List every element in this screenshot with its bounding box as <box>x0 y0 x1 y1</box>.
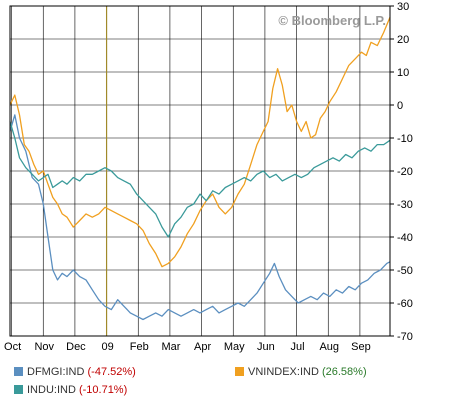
x-tick-label: Dec <box>66 341 86 353</box>
plot-frame <box>9 5 391 337</box>
y-tick-label: 20 <box>397 34 409 46</box>
legend-swatch-vnindex <box>235 367 244 376</box>
legend-label-dfmgi: DFMGI:IND <box>27 366 85 378</box>
y-tick-label: -20 <box>397 166 413 178</box>
legend-label-indu: INDU:IND <box>27 384 76 396</box>
legend-item-dfmgi: DFMGI:IND (-47.52%) <box>14 366 136 378</box>
legend-change-indu: (-10.71%) <box>78 384 128 396</box>
y-tick-label: -50 <box>397 265 413 277</box>
legend-swatch-indu <box>14 385 23 394</box>
y-tick-label: 30 <box>397 1 409 13</box>
y-tick-label: 10 <box>397 67 409 79</box>
series-line-indu <box>9 121 391 238</box>
x-axis-ticks: Oct Nov Dec 09 Feb Mar Apr May Jun Jul Aug Sep <box>4 341 371 353</box>
y-tick-label: -60 <box>397 298 413 310</box>
series-lines <box>9 16 391 321</box>
y-axis-ticks: 30 20 10 0 -10 -20 -30 -40 -50 -60 -70 <box>390 1 413 343</box>
x-tick-label: Apr <box>194 341 211 353</box>
y-tick-label: -70 <box>397 331 413 343</box>
legend-change-dfmgi: (-47.52%) <box>87 366 136 378</box>
series-line-vnindex <box>9 16 391 268</box>
legend-swatch-dfmgi <box>14 367 23 376</box>
x-tick-label: Nov <box>34 341 54 353</box>
x-tick-label: Sep <box>351 341 371 353</box>
legend-label-vnindex: VNINDEX:IND <box>248 366 319 378</box>
series-line-dfmgi <box>9 114 391 321</box>
legend-item-vnindex: VNINDEX:IND (26.58%) <box>235 366 367 378</box>
y-tick-label: -40 <box>397 232 413 244</box>
y-tick-label: -10 <box>397 133 413 145</box>
x-tick-label: Mar <box>161 341 180 353</box>
x-tick-label: Jul <box>291 341 305 353</box>
y-tick-label: -30 <box>397 199 413 211</box>
y-tick-label: 0 <box>397 100 403 112</box>
x-tick-label: May <box>224 341 245 353</box>
grid-lines <box>10 5 390 337</box>
watermark: © Bloomberg L.P. <box>278 13 386 28</box>
x-tick-label: Feb <box>130 341 149 353</box>
x-tick-label: Aug <box>319 341 339 353</box>
x-tick-label: 09 <box>101 341 113 353</box>
legend-item-indu: INDU:IND (-10.71%) <box>14 384 127 396</box>
x-tick-label: Oct <box>4 341 21 353</box>
legend-change-vnindex: (26.58%) <box>321 366 367 378</box>
x-tick-label: Jun <box>257 341 275 353</box>
